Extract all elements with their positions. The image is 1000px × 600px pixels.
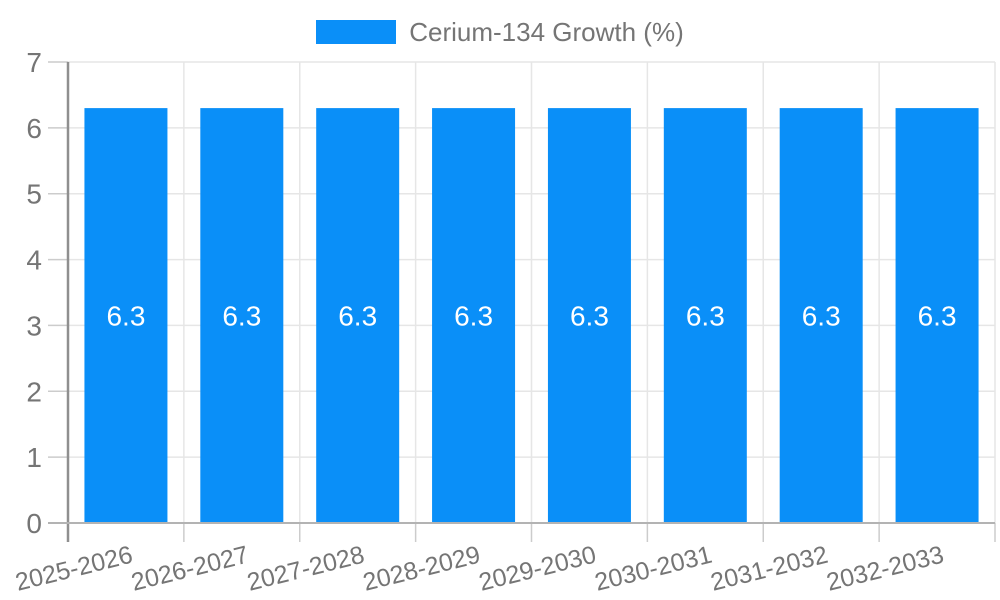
x-axis-tick-label: 2025-2026 bbox=[13, 541, 136, 597]
legend-label: Cerium-134 Growth (%) bbox=[409, 16, 684, 47]
bar[interactable] bbox=[84, 108, 168, 523]
bar[interactable] bbox=[663, 108, 747, 523]
x-axis-tick-label: 2028-2029 bbox=[360, 541, 483, 597]
bar-value-label: 6.3 bbox=[222, 301, 261, 332]
x-axis-tick-label: 2032-2033 bbox=[824, 541, 947, 597]
y-axis-tick-label: 0 bbox=[26, 508, 42, 539]
y-axis-tick-label: 7 bbox=[26, 47, 42, 78]
bar[interactable] bbox=[779, 108, 863, 523]
x-axis-tick-label: 2026-2027 bbox=[128, 541, 251, 597]
y-axis-tick-label: 6 bbox=[26, 113, 42, 144]
bar-value-label: 6.3 bbox=[686, 301, 725, 332]
y-axis-tick-label: 3 bbox=[26, 310, 42, 341]
x-axis-tick-label: 2030-2031 bbox=[592, 541, 715, 597]
bar[interactable] bbox=[432, 108, 516, 523]
bar-value-label: 6.3 bbox=[918, 301, 957, 332]
y-axis-tick-label: 4 bbox=[26, 245, 42, 276]
bar[interactable] bbox=[895, 108, 979, 523]
bar-value-label: 6.3 bbox=[338, 301, 377, 332]
x-axis-tick-label: 2027-2028 bbox=[244, 541, 367, 597]
y-axis-tick-label: 5 bbox=[26, 179, 42, 210]
y-axis-tick-label: 1 bbox=[26, 442, 42, 473]
bar-value-label: 6.3 bbox=[570, 301, 609, 332]
legend[interactable]: Cerium-134 Growth (%) bbox=[0, 17, 1000, 47]
legend-swatch bbox=[316, 20, 397, 44]
bar-value-label: 6.3 bbox=[106, 301, 145, 332]
bar-value-label: 6.3 bbox=[802, 301, 841, 332]
y-axis-tick-label: 2 bbox=[26, 376, 42, 407]
bar[interactable] bbox=[200, 108, 284, 523]
x-axis-tick-label: 2029-2030 bbox=[476, 541, 599, 597]
bar[interactable] bbox=[316, 108, 400, 523]
x-axis-tick-label: 2031-2032 bbox=[708, 541, 831, 597]
bar-value-label: 6.3 bbox=[454, 301, 493, 332]
bar[interactable] bbox=[547, 108, 631, 523]
